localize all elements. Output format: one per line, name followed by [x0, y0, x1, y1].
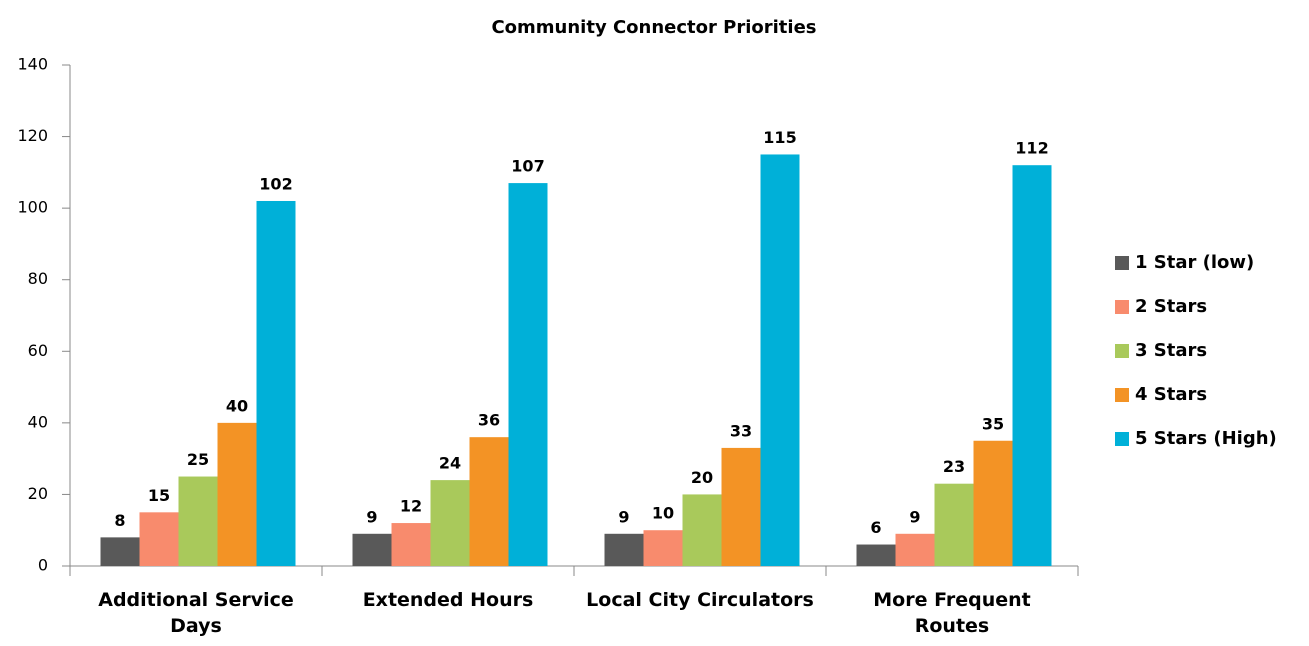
data-label: 9: [909, 507, 920, 526]
data-label: 9: [618, 507, 629, 526]
data-label: 10: [652, 504, 674, 523]
legend-swatch: [1115, 344, 1129, 358]
legend-label: 2 Stars: [1135, 296, 1207, 317]
bar: [973, 440, 1013, 566]
data-label: 102: [259, 174, 292, 193]
y-tick-label: 0: [38, 556, 48, 575]
y-tick-label: 20: [28, 484, 48, 503]
data-label: 12: [400, 497, 422, 516]
bar: [508, 183, 548, 567]
legend-label: 4 Stars: [1135, 384, 1207, 405]
legend-label: 5 Stars (High): [1135, 428, 1277, 449]
data-label: 107: [511, 157, 544, 176]
bar: [100, 537, 140, 566]
data-label: 112: [1015, 139, 1048, 158]
bar: [430, 480, 470, 566]
y-tick-label: 100: [17, 198, 48, 217]
legend-label: 3 Stars: [1135, 340, 1207, 361]
x-tick-label: More Frequent Routes: [873, 589, 1031, 637]
bar: [721, 447, 761, 566]
bar: [604, 533, 644, 566]
data-label: 24: [439, 454, 461, 473]
data-label: 115: [763, 128, 796, 147]
bar: [643, 530, 683, 566]
chart-title: Community Connector Priorities: [491, 17, 816, 38]
data-label: 9: [366, 507, 377, 526]
legend-swatch: [1115, 300, 1129, 314]
legend-label: 1 Star (low): [1135, 252, 1254, 273]
data-label: 6: [870, 518, 881, 537]
bar: [934, 483, 974, 566]
bar: [256, 200, 296, 566]
bar: [469, 437, 509, 566]
y-tick-label: 40: [28, 412, 48, 431]
y-tick-label: 120: [17, 126, 48, 145]
x-tick-label: Extended Hours: [362, 589, 534, 611]
bar: [139, 512, 179, 566]
data-label: 20: [691, 468, 713, 487]
bar: [217, 422, 257, 566]
x-tick-label: Additional Service Days: [98, 589, 294, 637]
y-tick-label: 140: [17, 55, 48, 74]
data-label: 8: [114, 511, 125, 530]
data-label: 25: [187, 450, 209, 469]
data-label: 40: [226, 396, 248, 415]
bar: [856, 544, 896, 566]
x-tick-label: Local City Circulators: [586, 589, 814, 611]
data-label: 36: [478, 411, 500, 430]
legend-swatch: [1115, 432, 1129, 446]
data-label: 23: [943, 457, 965, 476]
bar: [1012, 165, 1052, 566]
y-tick-label: 80: [28, 269, 48, 288]
bar: [391, 523, 431, 566]
bar: [895, 533, 935, 566]
legend-swatch: [1115, 256, 1129, 270]
bar: [178, 476, 218, 566]
bar: [682, 494, 722, 566]
y-tick-label: 60: [28, 341, 48, 360]
bar: [352, 533, 392, 566]
data-label: 35: [982, 414, 1004, 433]
bar: [760, 154, 800, 566]
legend-swatch: [1115, 388, 1129, 402]
data-label: 15: [148, 486, 170, 505]
data-label: 33: [730, 421, 752, 440]
